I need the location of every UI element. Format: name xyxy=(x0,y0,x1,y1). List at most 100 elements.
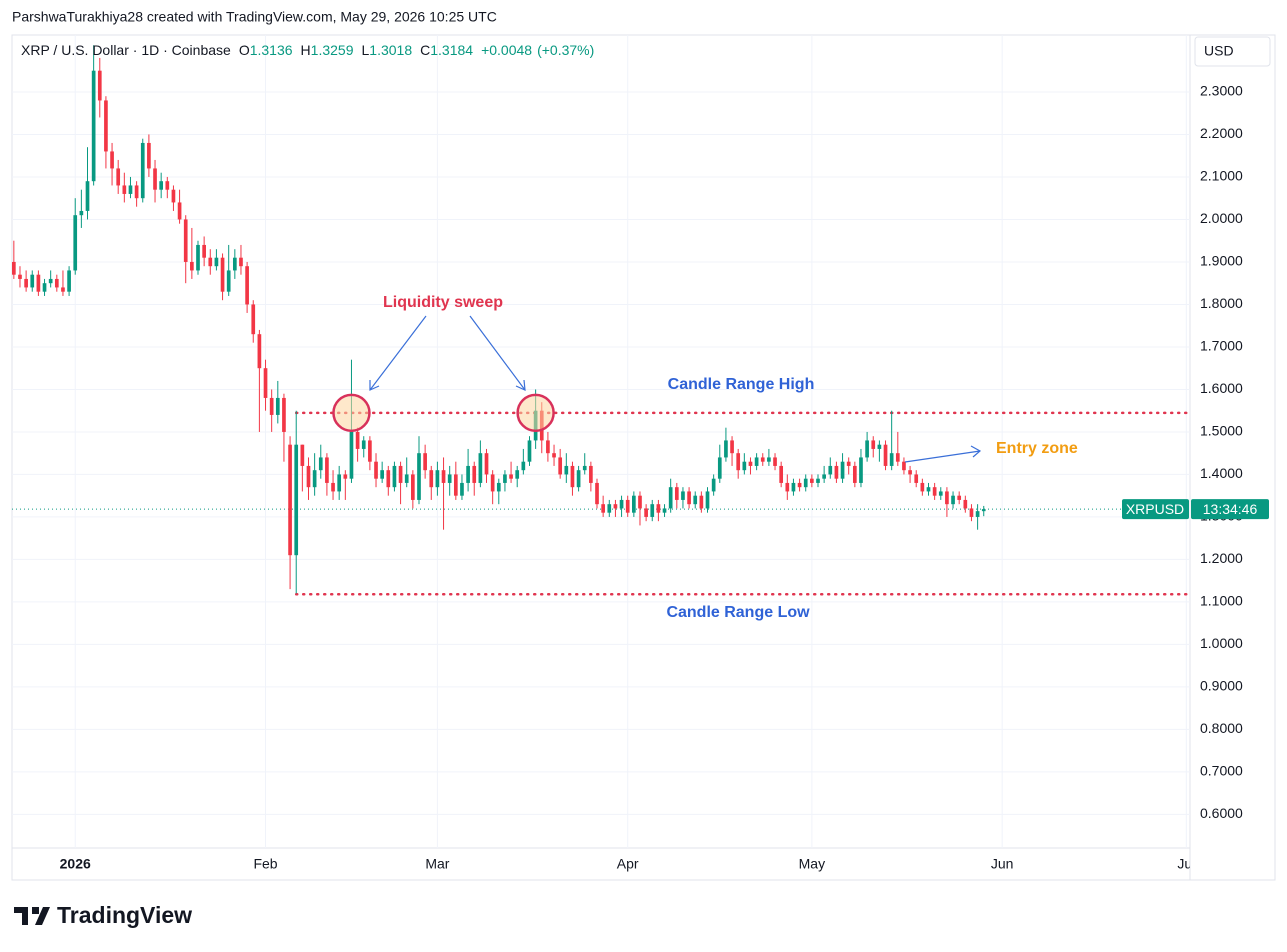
candle-body xyxy=(159,181,164,190)
x-tick-label: Mar xyxy=(425,856,449,872)
candle-body xyxy=(521,461,526,471)
candle-body xyxy=(404,474,409,483)
candle-body xyxy=(97,70,102,101)
y-tick-label: 0.7000 xyxy=(1200,763,1243,779)
candle-body xyxy=(564,465,569,475)
candle-body xyxy=(122,185,127,194)
candle-body xyxy=(822,474,826,479)
candle-body xyxy=(705,491,710,509)
range-high-label: Candle Range High xyxy=(668,376,815,393)
candle-body xyxy=(343,474,348,479)
candle-body xyxy=(552,453,556,458)
candle-body xyxy=(619,499,624,509)
x-tick-label: Jun xyxy=(991,856,1014,872)
currency: USD xyxy=(1204,43,1234,59)
candle-body xyxy=(852,465,857,483)
candle-body xyxy=(392,465,397,488)
sweep-arrow xyxy=(469,315,526,391)
sweep-circle xyxy=(332,393,371,433)
candle-body xyxy=(110,151,114,169)
y-tick-label: 1.6000 xyxy=(1200,380,1243,396)
logo: TradingView xyxy=(14,902,192,928)
candle-body xyxy=(294,444,299,556)
candle-body xyxy=(724,440,728,458)
candle-body xyxy=(355,431,360,449)
arrow-head xyxy=(970,445,982,458)
candle-body xyxy=(662,508,667,513)
candle-body xyxy=(638,495,642,509)
candle-body xyxy=(607,504,612,513)
tag-symbol-box xyxy=(1122,499,1189,520)
x-tick-label: 2026 xyxy=(60,856,91,872)
candle-body xyxy=(889,453,894,466)
candle-body xyxy=(546,440,550,454)
brand: TradingView xyxy=(57,902,192,928)
candle-body xyxy=(18,274,22,279)
y-tick-label: 0.9000 xyxy=(1200,678,1243,694)
candle-body xyxy=(975,511,980,517)
candle-body xyxy=(453,474,458,496)
x-tick-label: Apr xyxy=(617,856,639,872)
candle-body xyxy=(601,504,605,513)
entry-arrow xyxy=(904,450,981,463)
candle-body xyxy=(711,478,716,492)
candle-body xyxy=(589,465,593,483)
ohlc-label: O xyxy=(239,42,250,58)
candle-body xyxy=(699,495,704,509)
candle-body xyxy=(472,465,477,483)
sweep-arrow xyxy=(369,315,427,391)
candle-body xyxy=(147,142,151,169)
tag-symbol: XRPUSD xyxy=(1126,501,1184,517)
tag-countdown-box xyxy=(1191,499,1269,520)
candle-body xyxy=(595,482,599,505)
candle-body xyxy=(503,474,507,483)
pane-border xyxy=(11,34,1276,881)
candle-body xyxy=(810,478,814,483)
candle-body xyxy=(509,474,513,479)
symbol: XRP / U.S. Dollar · 1D · Coinbase xyxy=(21,42,231,58)
candle-body xyxy=(914,474,919,483)
y-tick-label: 2.2000 xyxy=(1200,125,1243,141)
candle-body xyxy=(165,181,170,190)
candle-body xyxy=(153,168,157,190)
candle-body xyxy=(754,457,759,466)
candle-body xyxy=(846,461,851,466)
sweep-label: Liquidity sweep xyxy=(383,294,503,311)
candle-body xyxy=(288,444,292,556)
candle-body xyxy=(945,491,949,505)
candle-body xyxy=(736,453,741,471)
plot xyxy=(12,45,1190,596)
candle-body xyxy=(312,470,317,488)
y-tick-label: 1.7000 xyxy=(1200,338,1243,354)
currency-box[interactable] xyxy=(1194,36,1271,67)
candle-body xyxy=(171,189,176,203)
candle-body xyxy=(478,453,483,483)
candle-body xyxy=(374,461,378,479)
candle-body xyxy=(325,457,329,483)
candle-body xyxy=(515,470,520,479)
logo-icon xyxy=(14,907,50,925)
candle-body xyxy=(797,482,802,488)
candle-body xyxy=(938,491,943,496)
candle-body xyxy=(435,470,440,488)
change-pct: (+0.37%) xyxy=(537,42,594,58)
candle-body xyxy=(361,440,366,449)
candle-body xyxy=(773,457,777,466)
candle-body xyxy=(693,495,698,505)
y-tick-label: 1.9000 xyxy=(1200,253,1243,269)
candle-body xyxy=(484,453,489,475)
candle-body xyxy=(48,278,53,284)
candle-body xyxy=(128,185,133,194)
candle-body xyxy=(447,474,452,483)
candle-body xyxy=(429,470,434,488)
candle-body xyxy=(859,457,863,483)
range-low-label: Candle Range Low xyxy=(666,604,810,621)
candle-body xyxy=(576,470,581,488)
candle-body xyxy=(668,487,673,509)
candle-body xyxy=(883,444,888,466)
candle-body xyxy=(951,495,955,505)
candle-body xyxy=(177,202,182,220)
candle-body xyxy=(625,499,630,513)
ohlc-low: 1.3018 xyxy=(369,42,412,58)
candle-body xyxy=(460,482,464,496)
